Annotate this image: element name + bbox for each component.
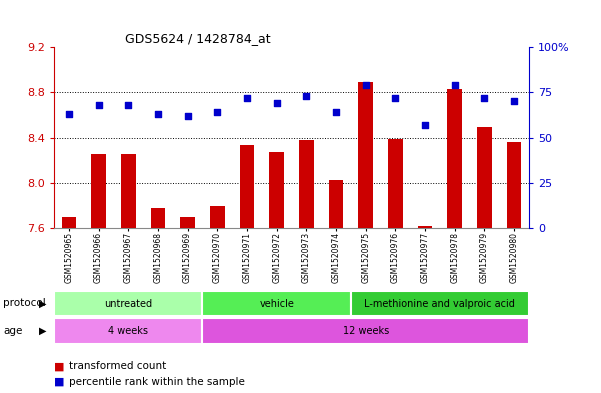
Text: GDS5624 / 1428784_at: GDS5624 / 1428784_at <box>126 31 271 44</box>
Point <box>64 111 74 117</box>
Bar <box>203 291 351 316</box>
Point <box>361 82 370 88</box>
Bar <box>299 140 314 228</box>
Point <box>391 95 400 101</box>
Text: vehicle: vehicle <box>259 299 294 309</box>
Text: L-methionine and valproic acid: L-methionine and valproic acid <box>364 299 515 309</box>
Text: ■: ■ <box>54 377 64 387</box>
Point <box>94 102 103 108</box>
Bar <box>351 291 529 316</box>
Point <box>480 95 489 101</box>
Point <box>123 102 133 108</box>
Point <box>509 98 519 105</box>
Bar <box>507 142 522 228</box>
Text: age: age <box>3 326 22 336</box>
Point <box>272 100 281 107</box>
Bar <box>210 206 225 228</box>
Bar <box>447 89 462 228</box>
Point <box>331 109 341 116</box>
Bar <box>269 152 284 228</box>
Bar <box>418 226 433 228</box>
Bar <box>180 217 195 228</box>
Text: ▶: ▶ <box>40 326 47 336</box>
Point <box>183 113 192 119</box>
Point <box>302 93 311 99</box>
Text: ▶: ▶ <box>40 298 47 309</box>
Point <box>153 111 163 117</box>
Bar <box>54 291 203 316</box>
Bar <box>329 180 343 228</box>
Bar <box>388 139 403 228</box>
Bar <box>54 318 203 344</box>
Text: protocol: protocol <box>3 298 46 309</box>
Bar <box>61 217 76 228</box>
Bar <box>203 318 529 344</box>
Bar <box>121 154 136 228</box>
Text: ■: ■ <box>54 361 64 371</box>
Bar <box>477 127 492 228</box>
Bar <box>91 154 106 228</box>
Bar <box>358 82 373 228</box>
Text: percentile rank within the sample: percentile rank within the sample <box>69 377 245 387</box>
Text: 4 weeks: 4 weeks <box>108 326 148 336</box>
Point <box>213 109 222 116</box>
Text: transformed count: transformed count <box>69 361 166 371</box>
Text: 12 weeks: 12 weeks <box>343 326 389 336</box>
Point <box>450 82 460 88</box>
Bar <box>150 208 165 228</box>
Point <box>242 95 252 101</box>
Point <box>420 122 430 128</box>
Text: untreated: untreated <box>104 299 152 309</box>
Bar <box>240 145 254 228</box>
